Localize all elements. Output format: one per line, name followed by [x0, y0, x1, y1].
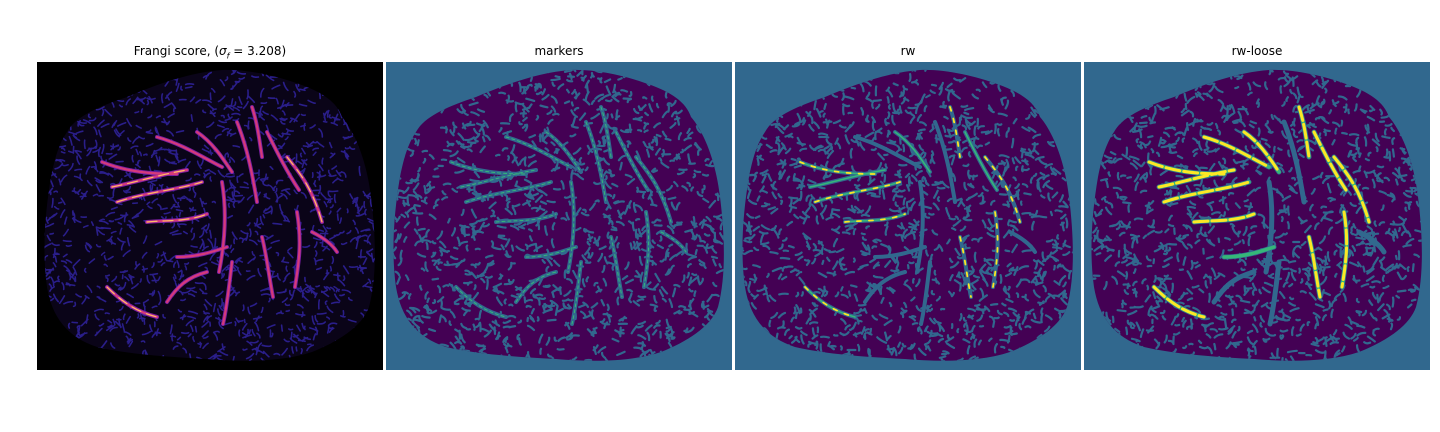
- vessel-segment: [894, 131, 931, 173]
- vessel-segment: [1162, 180, 1251, 204]
- markers-image: [386, 62, 732, 370]
- vessel-segment: [992, 211, 999, 288]
- panel-title-frangi: Frangi score, (σf = 3.208): [133, 44, 287, 61]
- texture-layer: [393, 69, 724, 361]
- vessel-segment: [1008, 230, 1037, 254]
- vessel-segment: [116, 181, 203, 203]
- vessel-segment: [221, 260, 234, 326]
- rw-loose-vessels-yellow: [1147, 105, 1371, 319]
- retina-region: [44, 69, 375, 361]
- vessel-segment: [915, 180, 925, 274]
- vessel-segment: [310, 230, 339, 254]
- vessel-segment: [1281, 119, 1307, 205]
- vessel-segment: [1356, 229, 1387, 255]
- vessel-segment: [525, 246, 577, 258]
- vessel-segment: [111, 169, 188, 188]
- vessel-segment: [165, 270, 209, 304]
- vessel-segment: [567, 181, 575, 273]
- vessel-segment: [1297, 105, 1311, 159]
- vessel-segment: [1263, 179, 1275, 275]
- vessel-segment: [265, 130, 301, 192]
- vessel-segment: [635, 156, 672, 223]
- vessel-segment: [1307, 235, 1322, 299]
- vessel-segment: [571, 261, 582, 325]
- vessel-segment: [455, 286, 507, 318]
- frangi-score-image: [37, 62, 383, 370]
- frangi-vessels-high: [106, 156, 323, 318]
- vessel-segment: [933, 120, 957, 204]
- vessel-segment: [853, 135, 922, 169]
- vessel-segment: [1211, 269, 1257, 305]
- vessel-segment: [1202, 135, 1271, 169]
- vessel-segment: [146, 213, 208, 223]
- vessel-segment: [450, 161, 527, 175]
- frangi-vessels-mid: [100, 105, 339, 326]
- vessel-segment: [1222, 245, 1276, 259]
- vessel-segment: [844, 213, 906, 223]
- vessel-segment: [495, 213, 557, 223]
- vessel-segment: [643, 211, 650, 288]
- vessel-segment: [585, 121, 607, 203]
- vessel-segment: [615, 131, 649, 191]
- vessel-segment: [983, 155, 1022, 224]
- vessel-segment: [804, 286, 856, 318]
- rw-vessels-teal: [799, 131, 998, 318]
- vessel-segment: [809, 169, 886, 188]
- vessel-segment: [919, 260, 932, 326]
- vessel-segment: [460, 169, 537, 188]
- vessel-segment: [1192, 212, 1256, 224]
- vessel-segment: [235, 120, 259, 204]
- vessel-segment: [1332, 155, 1371, 224]
- vessel-segment: [958, 235, 973, 299]
- marker-vessels-center: [450, 106, 687, 325]
- vessel-segment: [873, 245, 927, 259]
- vessel-segment: [155, 135, 224, 169]
- vessel-segment: [1157, 168, 1236, 189]
- vessel-segment: [814, 181, 901, 203]
- vessel-segment: [505, 136, 572, 168]
- panel-title-rw: rw: [900, 44, 916, 58]
- panel-title-markers: markers: [534, 44, 584, 58]
- panel-title-rw-loose: rw-loose: [1231, 44, 1283, 58]
- vessel-segment: [286, 156, 323, 223]
- vessel-segment: [949, 106, 961, 158]
- vessel-segment: [964, 131, 998, 191]
- rw-image: [735, 62, 1081, 370]
- vessel-segment: [1340, 210, 1349, 289]
- vessel-segment: [1152, 285, 1206, 319]
- vessel-segment: [260, 235, 275, 299]
- vessel-segment: [1312, 130, 1348, 192]
- vessel-segment: [600, 106, 612, 158]
- rw-loose-image: [1084, 62, 1430, 370]
- vessel-segment: [515, 271, 557, 303]
- vessel-segment: [660, 231, 687, 253]
- vessel-segment: [250, 105, 264, 159]
- vessel-segment: [610, 236, 623, 298]
- vessel-segment: [1267, 259, 1282, 327]
- vessel-segment: [175, 245, 229, 259]
- vessel-segment: [195, 130, 234, 174]
- rw-vessels-yellow: [799, 106, 1021, 318]
- vessel-segment: [465, 181, 552, 203]
- vessel-segment: [1242, 130, 1281, 174]
- retina-region: [1091, 69, 1422, 361]
- vessel-segment: [106, 286, 158, 318]
- vessel-segment: [217, 180, 226, 274]
- vessel-segment: [863, 270, 907, 304]
- vessel-segment: [545, 131, 582, 173]
- vessel-segment: [799, 161, 876, 175]
- vessel-segment: [293, 210, 301, 289]
